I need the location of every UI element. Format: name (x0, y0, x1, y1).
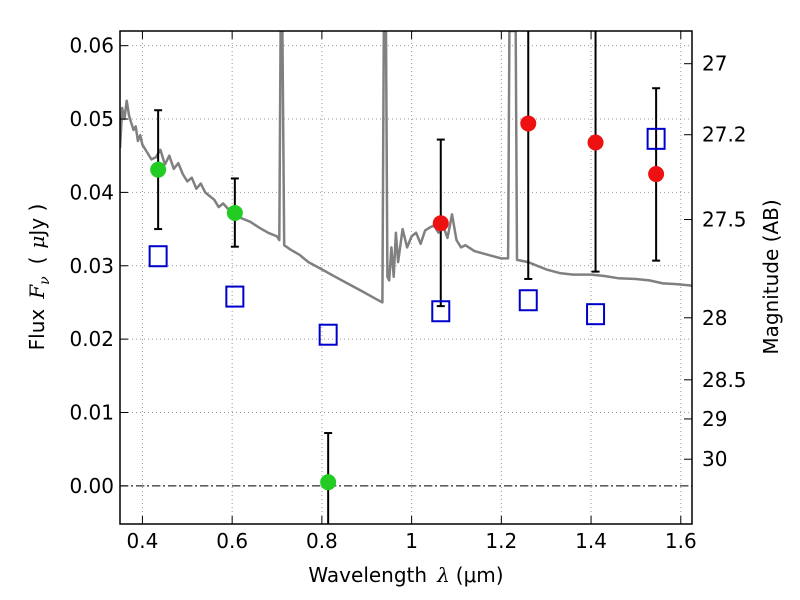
data-point-circle (520, 115, 537, 132)
marker-layer (148, 115, 666, 491)
grid-lines (120, 31, 692, 524)
y2-tick-label: 27 (702, 52, 727, 76)
y-tick-label: 0.04 (69, 180, 114, 204)
model-point-square (318, 323, 338, 346)
y-tick-label: 0.06 (69, 34, 114, 58)
model-point-square (586, 303, 606, 326)
y-axis-left: 0.00 0.01 0.02 0.03 0.04 0.05 0.06 (69, 34, 128, 498)
data-point-circle (587, 134, 604, 151)
model-point-square (431, 300, 451, 323)
data-point-circle (432, 215, 449, 232)
x-tick-label: 0.6 (216, 529, 248, 553)
model-point-square (225, 285, 245, 308)
data-point-circle (226, 204, 243, 221)
x-axis-label: Wavelength λ (μm) (308, 563, 503, 587)
data-point-circle (320, 474, 337, 491)
x-tick-label: 0.4 (127, 529, 159, 553)
model-point-square (646, 127, 666, 150)
y-axis-right: 27 27.2 27.5 28 28.5 29 30 (684, 52, 747, 471)
x-tick-label: 1.2 (485, 529, 517, 553)
plot-area (120, 31, 692, 524)
y2-axis-label: Magnitude (AB) (759, 199, 783, 354)
x-tick-label: 1.6 (665, 529, 697, 553)
y-tick-label: 0.02 (69, 327, 114, 351)
y2-tick-label: 29 (702, 407, 727, 431)
data-point-circle (150, 161, 167, 178)
data-point-circle (648, 166, 665, 183)
model-point-square (148, 245, 168, 268)
model-point-square (518, 289, 538, 312)
y2-tick-label: 28 (702, 306, 727, 330)
x-tick-label: 0.8 (306, 529, 338, 553)
y-tick-label: 0.00 (69, 474, 114, 498)
x-tick-label: 1.4 (575, 529, 607, 553)
y2-tick-label: 27.2 (702, 123, 747, 147)
y-tick-label: 0.01 (69, 400, 114, 424)
y-axis-label: FluxFν(μJy ) (25, 204, 53, 351)
spectrum-layer (120, 31, 692, 304)
y2-tick-label: 30 (702, 447, 727, 471)
y2-tick-label: 27.5 (702, 207, 747, 231)
spectrum-line (120, 31, 692, 304)
y2-tick-label: 28.5 (702, 368, 747, 392)
x-tick-label: 1 (405, 529, 418, 553)
x-axis: 0.4 0.6 0.8 1 1.2 1.4 1.6 (127, 31, 697, 553)
y-tick-label: 0.05 (69, 107, 114, 131)
plot-frame (119, 30, 693, 525)
y-tick-label: 0.03 (69, 254, 114, 278)
